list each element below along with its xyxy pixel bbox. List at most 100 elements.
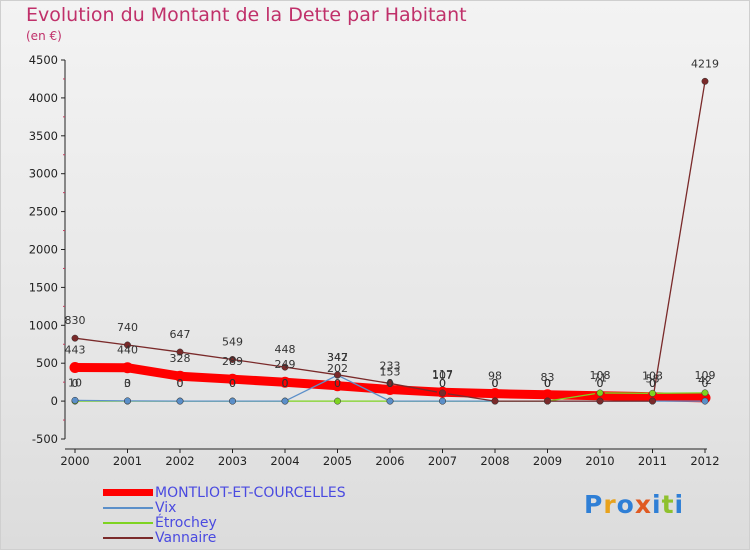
logo-letter: o — [616, 490, 635, 519]
legend-label-vix: Vix — [155, 500, 177, 516]
data-label: 0 — [439, 377, 446, 390]
series-0-point — [69, 362, 81, 374]
series-1-point — [701, 397, 709, 405]
x-tick-label: 2008 — [480, 454, 509, 468]
series-0-point — [174, 370, 186, 382]
data-label: 0 — [439, 377, 446, 390]
data-label: 3 — [124, 377, 131, 390]
data-label: 0 — [597, 377, 604, 390]
data-label: 0 — [72, 377, 79, 390]
series-0-point — [384, 384, 396, 396]
logo-letter: P — [584, 490, 604, 519]
x-tick-label: 2000 — [60, 454, 89, 468]
data-label: 0 — [282, 377, 289, 390]
data-label: 10 — [68, 376, 82, 389]
y-tick-label: 3500 — [29, 129, 58, 143]
data-label: 0 — [492, 377, 499, 390]
chart-unit: (en €) — [26, 29, 62, 43]
data-label: 153 — [380, 366, 401, 379]
series-0-point — [227, 373, 238, 385]
logo-letter: x — [634, 490, 652, 519]
y-tick-label: 4000 — [29, 91, 58, 105]
data-label: 109 — [695, 369, 716, 382]
data-label: 249 — [275, 358, 296, 371]
series-3-point — [71, 334, 79, 342]
x-tick-label: 2007 — [428, 454, 457, 468]
x-tick-label: 2006 — [375, 454, 404, 468]
series-1-point — [281, 397, 289, 405]
series-0-point — [332, 380, 343, 392]
data-label: 0 — [649, 377, 656, 390]
x-tick-label: 2004 — [270, 454, 299, 468]
series-1-point — [176, 397, 184, 405]
data-label: 647 — [170, 328, 191, 341]
data-label: 202 — [327, 362, 348, 375]
series-3-point — [386, 379, 394, 387]
data-label: 0 — [597, 377, 604, 390]
chart-title: Evolution du Montant de la Dette par Hab… — [26, 4, 467, 26]
series-0-point — [279, 376, 291, 388]
logo-letter: i — [652, 490, 662, 519]
series-3-point — [176, 348, 184, 356]
y-tick-label: 1000 — [29, 318, 58, 332]
x-tick-label: 2011 — [638, 454, 667, 468]
legend-swatch-etrochey — [103, 522, 153, 524]
series-3-point — [229, 356, 236, 363]
data-label: 448 — [275, 343, 296, 356]
proxiti-logo: Proxiti — [584, 490, 684, 519]
data-label: 0 — [177, 377, 184, 390]
data-label: 440 — [117, 344, 138, 357]
data-label: 0 — [124, 377, 131, 390]
data-label: 0 — [282, 377, 289, 390]
data-label: 0 — [492, 377, 499, 390]
series-2-point — [649, 389, 656, 397]
data-label: 0 — [492, 377, 499, 390]
logo-letter: i — [674, 490, 685, 519]
data-label: 107 — [432, 369, 453, 382]
series-1-point — [229, 397, 236, 405]
data-label: 233 — [380, 359, 401, 372]
data-label: 289 — [222, 355, 243, 368]
y-tick-label: 1500 — [29, 280, 58, 294]
series-3-point — [596, 397, 604, 405]
logo-letter: r — [603, 490, 617, 519]
data-label: 830 — [65, 314, 86, 327]
y-tick-label: 3000 — [29, 167, 58, 181]
y-tick-label: 2500 — [29, 205, 58, 219]
data-label: 83 — [541, 371, 555, 384]
series-3-point — [439, 389, 446, 397]
data-label: 740 — [117, 321, 138, 334]
data-label: 0 — [229, 377, 236, 390]
y-tick-label: 500 — [36, 356, 58, 370]
x-tick-label: 2010 — [585, 454, 614, 468]
series-3-point — [334, 371, 341, 379]
series-1-point — [439, 397, 446, 405]
legend-swatch-vannaire — [103, 537, 153, 539]
x-tick-label: 2009 — [533, 454, 562, 468]
data-label: 0 — [544, 377, 551, 390]
data-label: 108 — [590, 369, 611, 382]
data-label: 328 — [170, 352, 191, 365]
y-tick-label: 2000 — [29, 243, 58, 257]
series-3-point — [649, 397, 656, 405]
series-3-point — [124, 341, 131, 349]
legend-swatch-vix — [103, 507, 153, 509]
data-label: 0 — [544, 377, 551, 390]
y-tick-label: 4500 — [29, 53, 58, 67]
legend-swatch-montliot — [103, 489, 153, 496]
data-label: 58 — [646, 373, 660, 386]
data-label: 42 — [698, 374, 712, 387]
series-2-point — [334, 397, 341, 405]
data-label: 4219 — [691, 57, 719, 70]
series-0-point — [122, 362, 133, 374]
data-label: 0 — [544, 377, 551, 390]
x-tick-label: 2005 — [323, 454, 352, 468]
data-label: 0 — [649, 377, 656, 390]
data-label: 342 — [327, 351, 348, 364]
data-label: 0 — [177, 377, 184, 390]
legend-label-vannaire: Vannaire — [155, 530, 217, 546]
data-label: 0 — [702, 377, 709, 390]
series-3-point — [701, 77, 709, 85]
data-label: 0 — [334, 377, 341, 390]
